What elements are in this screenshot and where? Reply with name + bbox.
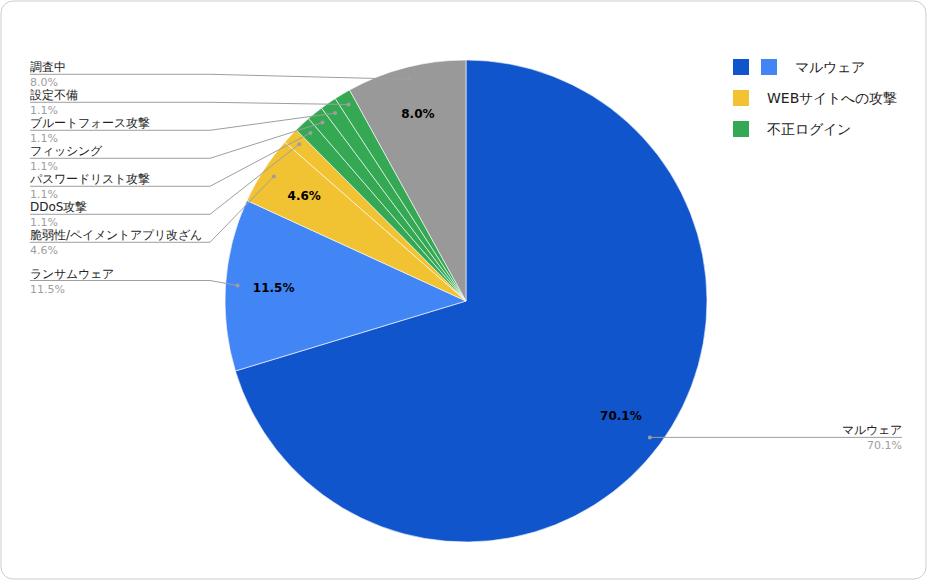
category-label: 脆弱性/ペイメントアプリ改ざん xyxy=(30,228,202,242)
slice xyxy=(350,60,466,301)
slice-label: 8.0% xyxy=(401,107,434,121)
slice-labels: 70.1% 11.5% 4.6% 8.0% xyxy=(253,107,642,423)
leader-dot xyxy=(648,435,652,439)
legend-label: マルウェア xyxy=(795,59,865,75)
leader-dot xyxy=(297,142,301,146)
legend-swatch xyxy=(733,121,749,137)
category-label: ランサムウェア xyxy=(30,267,114,281)
leader-line xyxy=(30,123,322,159)
leader-dot xyxy=(272,174,276,178)
category-label: ブルートフォース攻撃 xyxy=(30,116,150,130)
chart: 70.1%11.5%4.6%8.0%調査中8.0%設定不備1.1%ブルートフォー… xyxy=(0,0,927,580)
leader-line xyxy=(30,102,349,104)
category-label: DDoS攻撃 xyxy=(30,200,87,214)
leader-dot xyxy=(308,131,312,135)
leader-dot xyxy=(333,111,337,115)
category-label: 設定不備 xyxy=(30,88,78,102)
slice-label: 11.5% xyxy=(253,281,295,295)
value-label: 4.6% xyxy=(30,244,58,257)
leader-dot xyxy=(320,121,324,125)
leader-dot xyxy=(407,77,411,81)
outer-labels: 調査中8.0%設定不備1.1%ブルートフォース攻撃1.1%フィッシング1.1%パ… xyxy=(29,60,902,452)
legend-swatch xyxy=(733,59,749,75)
leader-line xyxy=(30,144,299,214)
leader-line xyxy=(30,133,310,186)
leader-line xyxy=(30,113,335,130)
legend-swatch xyxy=(761,59,777,75)
category-label: マルウェア xyxy=(842,423,902,437)
legend-label: WEBサイトへの攻撃 xyxy=(767,90,897,106)
category-label: フィッシング xyxy=(30,144,103,158)
legend-swatch xyxy=(733,90,749,106)
leader-dot xyxy=(236,284,240,288)
slices xyxy=(225,60,707,542)
value-label: 11.5% xyxy=(30,283,65,296)
legend-label: 不正ログイン xyxy=(767,121,851,137)
leader-line xyxy=(30,74,409,79)
slice-label: 70.1% xyxy=(600,409,642,423)
leader-line xyxy=(30,176,274,242)
category-label: 調査中 xyxy=(30,60,66,74)
leader-dot xyxy=(347,102,351,106)
slice-label: 4.6% xyxy=(288,189,321,203)
value-label: 70.1% xyxy=(867,439,902,452)
frame xyxy=(1,1,926,579)
legend: マルウェア WEBサイトへの攻撃不正ログイン xyxy=(733,59,897,137)
category-label: パスワードリスト攻撃 xyxy=(29,172,150,186)
